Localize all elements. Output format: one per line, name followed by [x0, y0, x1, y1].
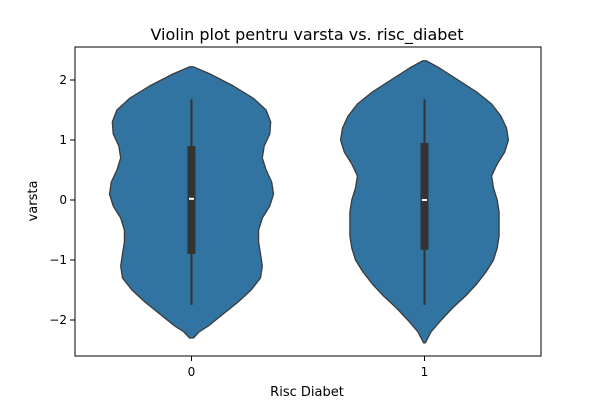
- y-tick-label: 2: [59, 73, 67, 87]
- axes-frame: [74, 46, 542, 357]
- plot-area: [108, 60, 510, 344]
- iqr-box-0: [187, 146, 196, 254]
- y-axis-label: varsta: [26, 181, 41, 222]
- x-axis-label: Risc Diabet: [270, 385, 344, 400]
- y-tick-label: −2: [49, 313, 67, 327]
- y-tick-label: 0: [59, 193, 67, 207]
- y-tick-label: −1: [49, 253, 67, 267]
- chart-title: Violin plot pentru varsta vs. risc_diabe…: [150, 25, 463, 45]
- x-tick-label: 0: [188, 365, 196, 379]
- x-tick-label: 1: [421, 365, 429, 379]
- iqr-box-1: [420, 143, 429, 250]
- y-axis: 2 1 0 −1 −2: [49, 73, 75, 327]
- y-tick-label: 1: [59, 133, 67, 147]
